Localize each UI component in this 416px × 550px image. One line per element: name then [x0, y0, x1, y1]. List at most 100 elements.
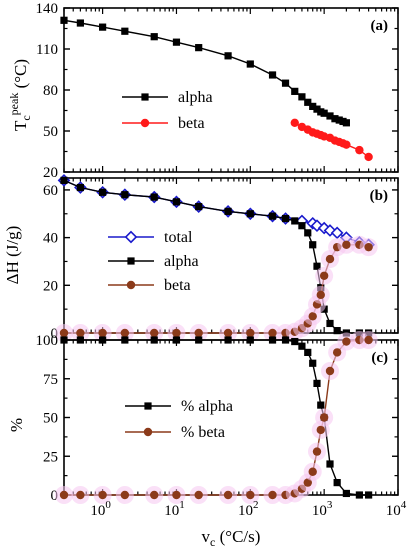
- series-a-0: [60, 16, 350, 127]
- data-point: [120, 490, 130, 500]
- data-point: [291, 217, 299, 225]
- x-tick-label-exp: 1: [179, 499, 185, 511]
- data-point: [150, 193, 158, 201]
- data-point: [246, 210, 254, 218]
- data-point: [319, 413, 329, 422]
- data-point: [59, 490, 69, 500]
- x-tick-label: 101: [164, 499, 185, 519]
- data-point: [317, 401, 325, 409]
- data-point: [224, 52, 232, 60]
- x-tick-label: 104: [386, 499, 407, 519]
- y-axis-label-c: %: [7, 418, 26, 432]
- data-point: [330, 226, 344, 240]
- data-point: [316, 425, 325, 435]
- series-c-0: [60, 336, 373, 499]
- panel-tag-c: (c): [371, 350, 388, 366]
- data-point: [304, 98, 312, 106]
- data-point: [281, 336, 290, 344]
- plot-frame-c: [63, 339, 399, 496]
- x-tick-label: 100: [90, 499, 111, 519]
- x-tick-labels: 100 101 102 103 104: [90, 499, 406, 519]
- series-line: [63, 179, 369, 246]
- legend-c: % alpha % beta: [125, 398, 233, 441]
- data-point: [342, 489, 350, 498]
- legend-a: alpha beta: [122, 89, 213, 132]
- data-point: [60, 176, 68, 184]
- data-point: [172, 198, 181, 206]
- x-tick-label-base: 10: [90, 503, 105, 519]
- legend-swatch-marker: [143, 427, 153, 437]
- legend-item: alpha: [122, 89, 213, 106]
- data-point: [313, 105, 321, 113]
- series-a-1: [290, 118, 373, 162]
- legend-label: alpha: [178, 89, 213, 106]
- y-tick-label: 140: [36, 1, 59, 17]
- legend-swatch-marker: [127, 257, 135, 265]
- y-tick-label: 40: [43, 231, 58, 247]
- data-point: [60, 16, 68, 24]
- data-point: [312, 447, 322, 456]
- data-point: [150, 33, 158, 41]
- data-point: [309, 241, 317, 249]
- data-point: [120, 328, 130, 338]
- data-point: [281, 79, 290, 87]
- data-point: [60, 336, 68, 344]
- data-point: [150, 336, 158, 344]
- y-axis-label-a-sup: peak: [7, 93, 21, 116]
- data-point: [298, 93, 306, 101]
- data-point: [309, 359, 317, 367]
- x-tick-label-exp: 4: [401, 499, 407, 511]
- data-point: [298, 342, 306, 350]
- x-axis-b: [63, 178, 399, 333]
- x-tick-label: 102: [238, 499, 259, 519]
- y-axis-c: 0 25 50 75 100: [36, 333, 398, 504]
- data-point: [332, 348, 342, 357]
- data-point: [316, 290, 325, 300]
- data-point: [195, 336, 203, 344]
- series-b-0: [57, 174, 375, 252]
- data-point: [172, 490, 181, 500]
- data-point: [223, 328, 233, 338]
- data-point: [342, 140, 351, 149]
- y-tick-label: 50: [43, 124, 58, 140]
- legend-item: beta: [122, 115, 205, 132]
- data-point: [268, 212, 277, 220]
- data-point: [76, 19, 84, 27]
- legend-swatch-marker: [126, 280, 136, 290]
- legend-item: % alpha: [125, 398, 233, 415]
- legend-b: total alpha beta: [108, 229, 199, 294]
- data-point: [59, 328, 69, 338]
- data-point: [364, 242, 373, 252]
- legend-item: beta: [108, 277, 191, 294]
- data-point: [326, 319, 334, 328]
- data-point: [76, 336, 84, 344]
- data-point: [98, 328, 107, 338]
- data-point: [246, 328, 255, 338]
- y-axis-label-a-unit: (°C): [11, 59, 30, 93]
- data-point: [319, 271, 329, 280]
- series-line: [63, 19, 347, 124]
- data-point: [98, 490, 107, 500]
- legend-label: beta: [178, 115, 205, 132]
- data-point: [331, 115, 339, 123]
- x-tick-label-exp: 3: [327, 499, 333, 511]
- y-axis-label-b: ΔH (J/g): [3, 226, 22, 285]
- data-point: [246, 336, 254, 344]
- data-point: [223, 490, 233, 500]
- data-point: [342, 240, 351, 249]
- y-axis-label-a-sub: c: [19, 115, 33, 120]
- data-point: [325, 366, 335, 376]
- data-point: [355, 145, 364, 155]
- data-point: [325, 254, 335, 264]
- x-axis-a: [63, 8, 399, 172]
- y-tick-label: 100: [36, 333, 59, 349]
- data-point: [291, 87, 299, 95]
- data-point: [224, 207, 232, 215]
- y-tick-label: 0: [51, 326, 59, 342]
- y-tick-label: 20: [43, 165, 58, 181]
- x-tick-label-exp: 0: [105, 499, 111, 511]
- legend-swatch-marker: [140, 118, 150, 128]
- y-tick-label: 20: [43, 278, 58, 294]
- data-point: [281, 214, 290, 223]
